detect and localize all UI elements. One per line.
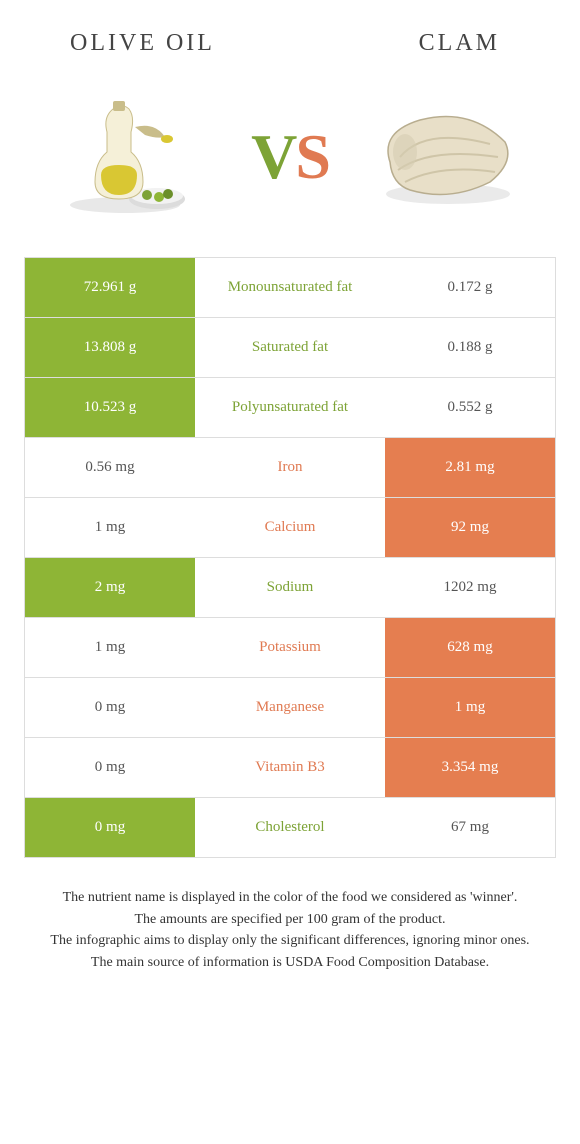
cell-left: 72.961 g bbox=[25, 258, 195, 317]
table-row: 0 mgManganese1 mg bbox=[25, 677, 555, 737]
olive-oil-image bbox=[60, 92, 210, 222]
cell-right: 0.552 g bbox=[385, 378, 555, 437]
footer-line: The amounts are specified per 100 gram o… bbox=[40, 910, 540, 930]
images-row: VS bbox=[20, 87, 560, 257]
clam-image bbox=[370, 92, 520, 222]
cell-nutrient: Polyunsaturated fat bbox=[195, 378, 385, 437]
table-row: 1 mgCalcium92 mg bbox=[25, 497, 555, 557]
header: OLIVE OIL CLAM bbox=[20, 20, 560, 87]
cell-nutrient: Monounsaturated fat bbox=[195, 258, 385, 317]
cell-nutrient: Potassium bbox=[195, 618, 385, 677]
footer-notes: The nutrient name is displayed in the co… bbox=[20, 888, 560, 972]
table-row: 72.961 gMonounsaturated fat0.172 g bbox=[25, 257, 555, 317]
cell-nutrient: Vitamin B3 bbox=[195, 738, 385, 797]
comparison-table: 72.961 gMonounsaturated fat0.172 g13.808… bbox=[24, 257, 556, 858]
cell-left: 0 mg bbox=[25, 678, 195, 737]
cell-right: 1 mg bbox=[385, 678, 555, 737]
cell-right: 628 mg bbox=[385, 618, 555, 677]
table-row: 1 mgPotassium628 mg bbox=[25, 617, 555, 677]
footer-line: The nutrient name is displayed in the co… bbox=[40, 888, 540, 908]
cell-nutrient: Iron bbox=[195, 438, 385, 497]
title-left: OLIVE OIL bbox=[70, 30, 215, 57]
vs-s: S bbox=[295, 121, 329, 192]
cell-left: 10.523 g bbox=[25, 378, 195, 437]
cell-left: 2 mg bbox=[25, 558, 195, 617]
cell-right: 0.172 g bbox=[385, 258, 555, 317]
cell-nutrient: Manganese bbox=[195, 678, 385, 737]
cell-right: 92 mg bbox=[385, 498, 555, 557]
cell-nutrient: Saturated fat bbox=[195, 318, 385, 377]
cell-left: 0 mg bbox=[25, 738, 195, 797]
cell-left: 0 mg bbox=[25, 798, 195, 857]
cell-nutrient: Calcium bbox=[195, 498, 385, 557]
cell-right: 2.81 mg bbox=[385, 438, 555, 497]
cell-right: 0.188 g bbox=[385, 318, 555, 377]
cell-left: 1 mg bbox=[25, 498, 195, 557]
vs-v: V bbox=[251, 121, 295, 192]
table-row: 13.808 gSaturated fat0.188 g bbox=[25, 317, 555, 377]
table-row: 0.56 mgIron2.81 mg bbox=[25, 437, 555, 497]
cell-left: 0.56 mg bbox=[25, 438, 195, 497]
cell-nutrient: Cholesterol bbox=[195, 798, 385, 857]
table-row: 0 mgCholesterol67 mg bbox=[25, 797, 555, 857]
table-row: 0 mgVitamin B33.354 mg bbox=[25, 737, 555, 797]
title-right: CLAM bbox=[419, 30, 500, 57]
table-row: 2 mgSodium1202 mg bbox=[25, 557, 555, 617]
cell-right: 67 mg bbox=[385, 798, 555, 857]
cell-nutrient: Sodium bbox=[195, 558, 385, 617]
footer-line: The main source of information is USDA F… bbox=[40, 953, 540, 973]
vs-label: VS bbox=[251, 120, 329, 194]
cell-left: 1 mg bbox=[25, 618, 195, 677]
footer-line: The infographic aims to display only the… bbox=[40, 931, 540, 951]
cell-right: 3.354 mg bbox=[385, 738, 555, 797]
cell-right: 1202 mg bbox=[385, 558, 555, 617]
table-row: 10.523 gPolyunsaturated fat0.552 g bbox=[25, 377, 555, 437]
cell-left: 13.808 g bbox=[25, 318, 195, 377]
